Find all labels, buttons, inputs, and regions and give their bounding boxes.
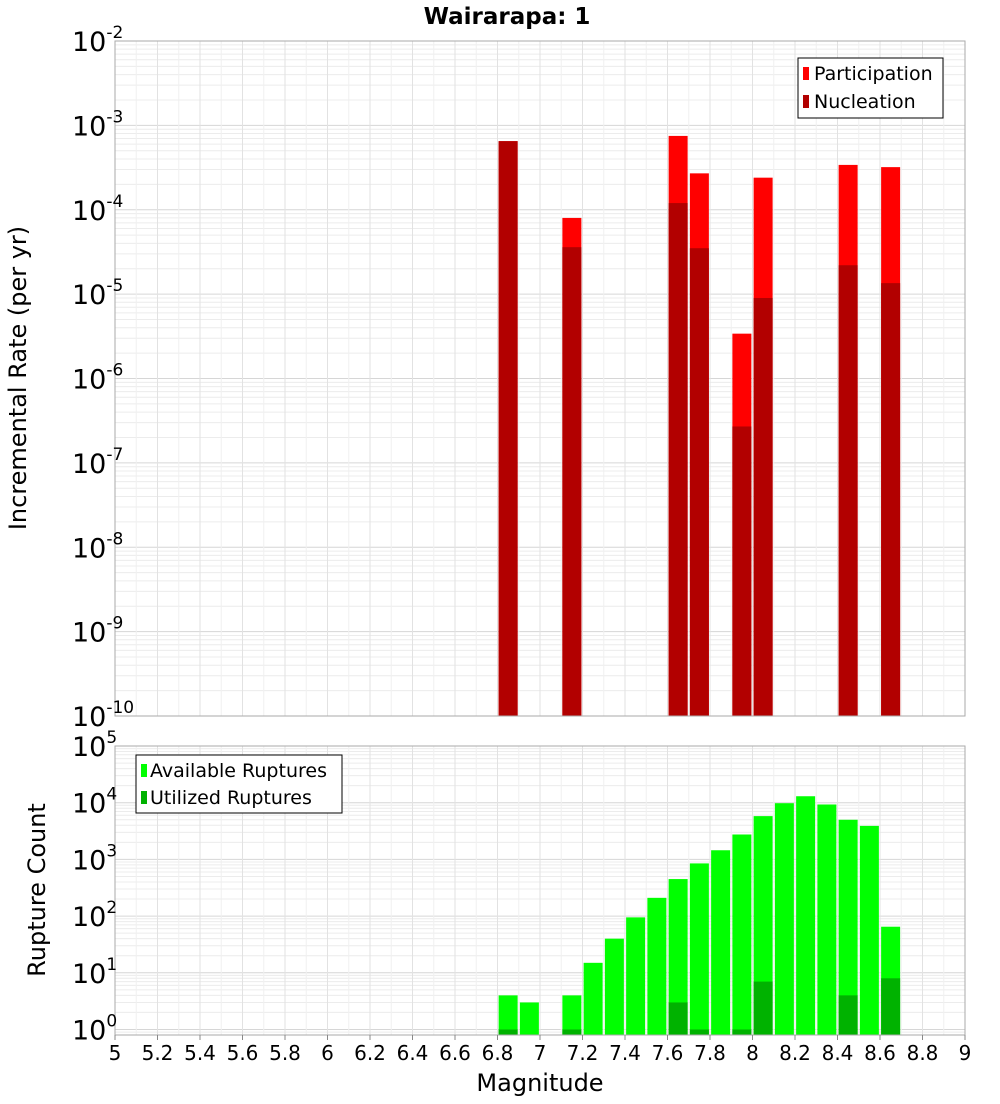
bottom-y-tick-label: 105 — [72, 728, 117, 763]
top-y-tick-label: 10-2 — [72, 23, 123, 58]
x-tick-label: 5.4 — [184, 1041, 216, 1065]
top-y-tick-label: 10-10 — [72, 698, 134, 733]
legend-label-available-ruptures: Available Ruptures — [150, 760, 327, 782]
top-bar-nucleation — [689, 248, 709, 717]
bottom-bar-available-ruptures — [817, 804, 837, 1035]
bottom-bar-utilized-ruptures — [838, 995, 858, 1035]
x-tick-label: 6.8 — [482, 1041, 514, 1065]
legend-label-nucleation: Nucleation — [814, 91, 916, 113]
legend-swatch-available-ruptures — [141, 764, 147, 777]
bottom-y-tick-label: 102 — [72, 898, 117, 933]
bottom-y-tick-label: 103 — [72, 841, 117, 876]
top-legend-box — [797, 57, 944, 119]
bottom-bar-available-ruptures — [689, 863, 709, 1035]
x-tick-label: 7.8 — [694, 1041, 726, 1065]
top-y-tick-label: 10-7 — [72, 445, 123, 480]
bottom-bar-available-ruptures — [859, 825, 879, 1035]
bottom-bar-available-ruptures — [774, 803, 794, 1035]
legend-swatch-utilized-ruptures — [141, 791, 147, 804]
legend-swatch-participation — [803, 67, 809, 80]
bottom-y-axis-label: Rupture Count — [23, 803, 51, 977]
top-y-tick-label: 10-3 — [72, 107, 123, 142]
bottom-bar-utilized-ruptures — [689, 1029, 709, 1035]
top-y-axis-label: Incremental Rate (per yr) — [4, 226, 32, 530]
bottom-bar-available-ruptures — [498, 995, 518, 1035]
legend-label-utilized-ruptures: Utilized Ruptures — [150, 787, 312, 809]
bottom-bar-utilized-ruptures — [498, 1029, 518, 1035]
x-tick-label: 7.6 — [652, 1041, 684, 1065]
bottom-plot-bars — [498, 796, 901, 1035]
bottom-bar-available-ruptures — [604, 938, 624, 1035]
bottom-bar-utilized-ruptures — [668, 1002, 688, 1035]
x-tick-label: 8 — [746, 1041, 759, 1065]
top-y-tick-label: 10-4 — [72, 192, 123, 227]
x-axis-label: Magnitude — [476, 1069, 603, 1097]
top-bar-nucleation — [838, 265, 858, 716]
bottom-bar-available-ruptures — [732, 834, 752, 1035]
bottom-bar-utilized-ruptures — [732, 1029, 752, 1035]
bottom-bar-utilized-ruptures — [562, 1029, 582, 1035]
bottom-bar-utilized-ruptures — [881, 978, 901, 1035]
top-bar-nucleation — [732, 426, 752, 716]
bottom-bar-available-ruptures — [796, 796, 816, 1035]
bottom-y-tick-label: 104 — [72, 785, 117, 820]
bottom-bar-available-ruptures — [668, 879, 688, 1035]
x-tick-label: 6.6 — [439, 1041, 471, 1065]
bottom-bar-available-ruptures — [838, 819, 858, 1035]
legend-label-participation: Participation — [814, 63, 933, 85]
bottom-legend: Available Ruptures Utilized Ruptures — [135, 754, 343, 814]
top-bar-nucleation — [562, 247, 582, 716]
bottom-bar-available-ruptures — [753, 816, 773, 1035]
top-plot-bars — [498, 135, 901, 717]
bottom-bar-available-ruptures — [519, 1002, 539, 1035]
x-tick-labels: 5 5.2 5.4 5.6 5.8 6 6.2 6.4 6.6 6.8 7 7.2 7.4 7.6 7.8 8… — [109, 1035, 972, 1065]
bottom-bar-available-ruptures — [647, 897, 667, 1035]
bottom-bar-available-ruptures — [562, 995, 582, 1035]
x-tick-label: 6.4 — [397, 1041, 429, 1065]
top-y-tick-label: 10-5 — [72, 276, 123, 311]
x-tick-label: 8.4 — [822, 1041, 854, 1065]
bottom-y-tick-labels: 100 101 102 103 104 105 — [72, 728, 117, 1047]
bottom-legend-box — [135, 754, 343, 814]
bottom-bar-available-ruptures — [626, 917, 646, 1035]
x-tick-label: 7.4 — [609, 1041, 641, 1065]
top-y-tick-label: 10-9 — [72, 614, 123, 649]
top-bar-nucleation — [668, 203, 688, 716]
chart-title: Wairarapa: 1 — [424, 4, 591, 30]
top-bar-nucleation — [881, 283, 901, 716]
x-tick-label: 8.6 — [864, 1041, 896, 1065]
top-y-tick-label: 10-6 — [72, 361, 123, 396]
top-y-tick-label: 10-8 — [72, 529, 123, 564]
x-tick-label: 7.2 — [567, 1041, 599, 1065]
legend-swatch-nucleation — [803, 95, 809, 108]
x-tick-label: 5 — [109, 1041, 122, 1065]
x-tick-label: 8.8 — [907, 1041, 939, 1065]
bottom-bar-available-ruptures — [711, 850, 731, 1035]
x-tick-label: 5.6 — [227, 1041, 259, 1065]
bottom-bar-utilized-ruptures — [753, 981, 773, 1035]
top-legend: Participation Nucleation — [797, 57, 944, 119]
top-y-tick-labels: 10-10 10-9 10-8 10-7 10-6 10-5 10-4 10-3 10-2 — [72, 23, 134, 733]
x-tick-label: 5.8 — [269, 1041, 301, 1065]
bottom-bar-available-ruptures — [583, 962, 603, 1035]
x-tick-label: 6 — [321, 1041, 334, 1065]
bottom-y-tick-label: 100 — [72, 1012, 117, 1047]
x-tick-label: 8.2 — [779, 1041, 811, 1065]
top-bar-nucleation — [753, 297, 773, 716]
top-plot-grid — [114, 40, 966, 717]
x-tick-label: 5.2 — [142, 1041, 174, 1065]
x-tick-label: 6.2 — [354, 1041, 386, 1065]
bottom-y-tick-label: 101 — [72, 955, 117, 990]
x-tick-label: 9 — [959, 1041, 972, 1065]
x-tick-label: 7 — [534, 1041, 547, 1065]
top-bar-nucleation — [498, 141, 518, 717]
top-plot-frame — [114, 40, 966, 717]
